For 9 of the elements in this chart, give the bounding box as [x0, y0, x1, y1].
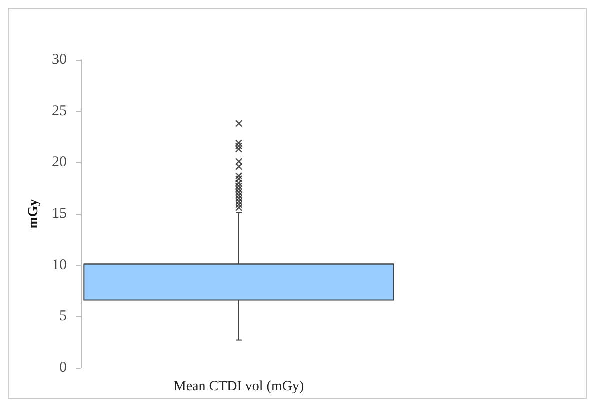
y-tick-label: 30: [52, 52, 67, 68]
x-tick-label: Mean CTDI vol (mGy): [174, 380, 304, 394]
y-tick-label: 10: [52, 257, 67, 274]
y-tick-label: 25: [52, 103, 67, 120]
y-tick-label: 15: [52, 206, 67, 222]
y-tick-label: 5: [60, 308, 67, 325]
y-tick-label: 20: [52, 154, 67, 171]
y-tick-label: 0: [60, 360, 67, 376]
y-axis-title: mGy: [26, 199, 42, 229]
